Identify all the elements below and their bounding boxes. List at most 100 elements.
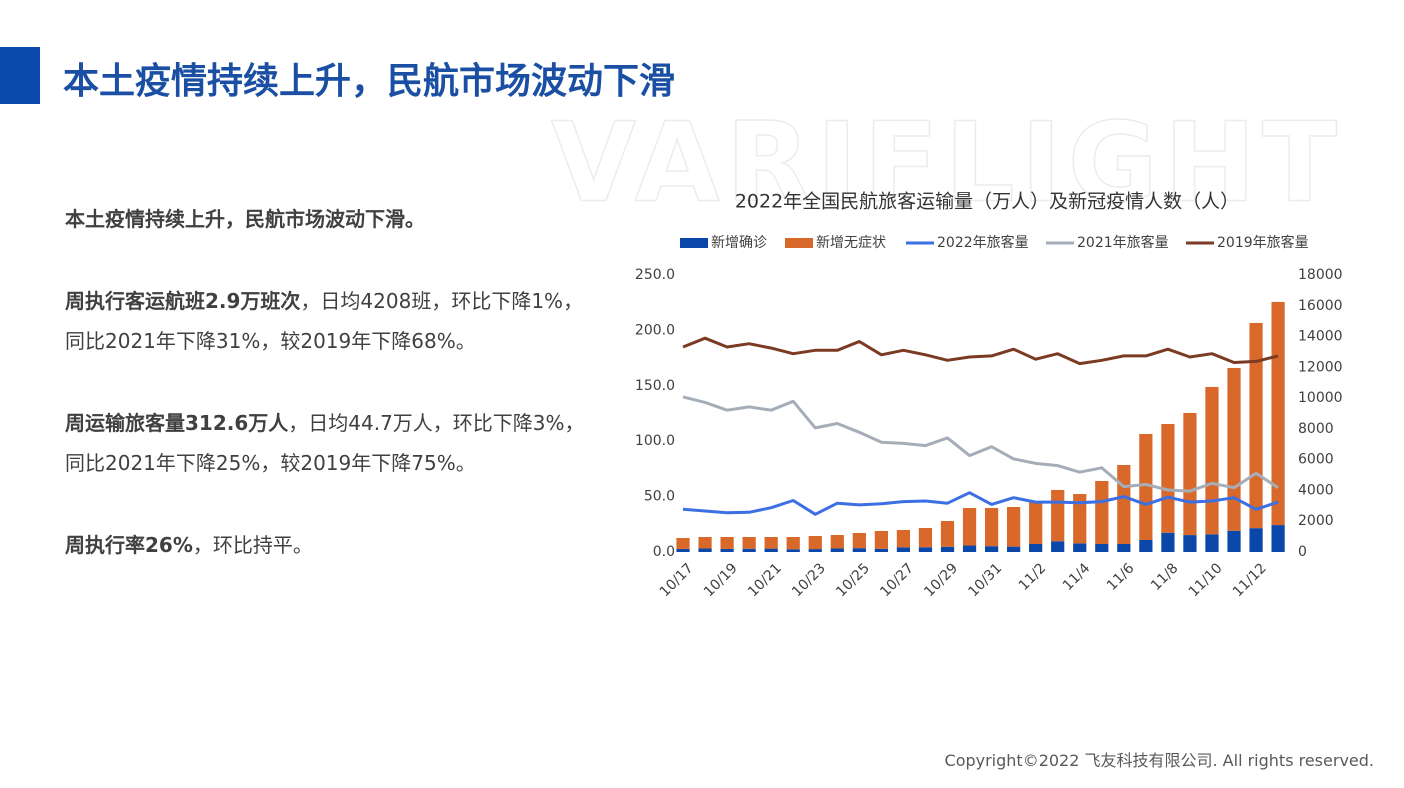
x-tick-label: 10/31: [965, 560, 1005, 600]
y-tick-label: 100.0: [635, 433, 675, 449]
y2-tick-label: 2000: [1298, 513, 1334, 529]
title-accent: [0, 47, 40, 104]
line-series: [682, 336, 1279, 366]
x-tick-label: 11/10: [1186, 560, 1226, 600]
bar-segment: [874, 548, 888, 552]
legend-label: 2021年旅客量: [1077, 234, 1169, 251]
bar-segment: [1227, 367, 1241, 531]
bar-segment: [742, 536, 756, 549]
bar-segment: [852, 532, 866, 549]
y2-tick-label: 14000: [1298, 329, 1343, 345]
x-tick-label: 10/21: [745, 560, 785, 600]
bar-segment: [1249, 528, 1263, 552]
bar-segment: [874, 530, 888, 549]
bar-segment: [830, 548, 844, 552]
bold-text: 周执行客运航班2.9万班次: [65, 289, 301, 313]
y-tick-label: 150.0: [635, 378, 675, 394]
y2-tick-label: 4000: [1298, 482, 1334, 498]
bar-segment: [764, 548, 778, 552]
legend-label: 2019年旅客量: [1217, 234, 1309, 251]
x-tick-label: 10/23: [789, 560, 829, 600]
legend-swatch: [785, 238, 813, 248]
bar-segment: [1205, 534, 1219, 552]
bar-segment: [940, 546, 955, 552]
x-tick-label: 11/2: [1016, 560, 1050, 594]
bar-segment: [896, 529, 911, 548]
bar-segment: [676, 548, 690, 552]
y-tick-label: 50.0: [644, 489, 675, 505]
y2-tick-label: 18000: [1298, 267, 1343, 283]
bar-segment: [896, 547, 911, 552]
watermark: VARIFLIGHT: [551, 98, 1343, 226]
x-tick-label: 11/12: [1230, 560, 1270, 600]
y2-tick-label: 10000: [1298, 390, 1343, 406]
bar-segment: [1117, 543, 1131, 552]
bar-segment: [808, 535, 822, 550]
slide-title: 本土疫情持续上升，民航市场波动下滑: [63, 61, 676, 102]
bar-segment: [1029, 543, 1043, 552]
y2-tick-label: 6000: [1298, 452, 1334, 468]
line-series: [682, 491, 1279, 516]
bar-segment: [984, 507, 999, 547]
paragraph: 周运输旅客量312.6万人，日均44.7万人，环比下降3%，同比2021年下降2…: [65, 403, 597, 483]
bar-segment: [742, 548, 756, 552]
bar-segment: [1117, 464, 1131, 544]
bar-segment: [1139, 539, 1153, 552]
x-tick-label: 10/27: [877, 560, 917, 600]
bold-text: 周执行率26%: [65, 533, 193, 557]
legend-label: 新增无症状: [816, 235, 886, 251]
bar-segment: [1249, 322, 1263, 529]
bar-segment: [786, 536, 800, 550]
bar-segment: [1051, 489, 1065, 542]
bar-segment: [1073, 543, 1087, 552]
bar-segment: [940, 520, 955, 547]
bar-segment: [720, 548, 734, 552]
bar-segment: [1183, 412, 1197, 536]
chart-title: 2022年全国民航旅客运输量（万人）及新冠疫情人数（人）: [735, 191, 1239, 213]
y-tick-label: 0.0: [653, 544, 675, 560]
bold-text: 本土疫情持续上升，民航市场波动下滑。: [65, 207, 425, 231]
y2-tick-label: 8000: [1298, 421, 1334, 437]
bar-segment: [720, 536, 734, 549]
copyright: Copyright©2022 飞友科技有限公司. All rights rese…: [944, 751, 1374, 770]
bar-segment: [1161, 532, 1175, 552]
bar-segment: [962, 507, 977, 546]
bar-segment: [1007, 546, 1021, 552]
text: ，环比持平。: [192, 533, 313, 557]
body-text: 本土疫情持续上升，民航市场波动下滑。 周执行客运航班2.9万班次，日均4208班，…: [65, 199, 597, 607]
bar-segment: [808, 549, 822, 552]
x-tick-label: 11/4: [1060, 560, 1094, 594]
legend-label: 2022年旅客量: [937, 234, 1029, 251]
legend-swatch: [680, 238, 708, 248]
y2-tick-label: 0: [1298, 544, 1307, 560]
bar-segment: [1007, 506, 1021, 547]
x-tick-label: 10/25: [833, 560, 873, 600]
text: ，日均4208班，环比下降1%，同比2021年下降31%，较2019年下降68%…: [65, 289, 584, 353]
legend-label: 新增确诊: [711, 235, 767, 251]
line-series: [682, 395, 1279, 493]
bar-segment: [1161, 423, 1175, 533]
bar-segment: [984, 546, 999, 552]
bar-segment: [1183, 535, 1197, 552]
bar-segment: [918, 547, 933, 552]
x-tick-label: 10/29: [921, 560, 961, 600]
bar-segment: [676, 537, 690, 549]
y-tick-label: 200.0: [635, 322, 675, 338]
x-tick-label: 11/6: [1104, 560, 1138, 594]
paragraph: 本土疫情持续上升，民航市场波动下滑。: [65, 199, 597, 239]
y2-tick-label: 12000: [1298, 359, 1343, 375]
bar-segment: [1051, 541, 1065, 552]
x-tick-label: 10/17: [657, 560, 697, 600]
bar-segment: [1029, 500, 1043, 544]
bar-segment: [1227, 530, 1241, 552]
bold-text: 周运输旅客量312.6万人: [65, 411, 289, 435]
bar-segment: [764, 536, 778, 549]
bar-segment: [962, 545, 977, 552]
bar-segment: [698, 548, 712, 552]
bar-segment: [1271, 525, 1285, 552]
bar-segment: [698, 536, 712, 549]
bar-segment: [852, 548, 866, 552]
paragraph: 周执行率26%，环比持平。: [65, 525, 597, 565]
